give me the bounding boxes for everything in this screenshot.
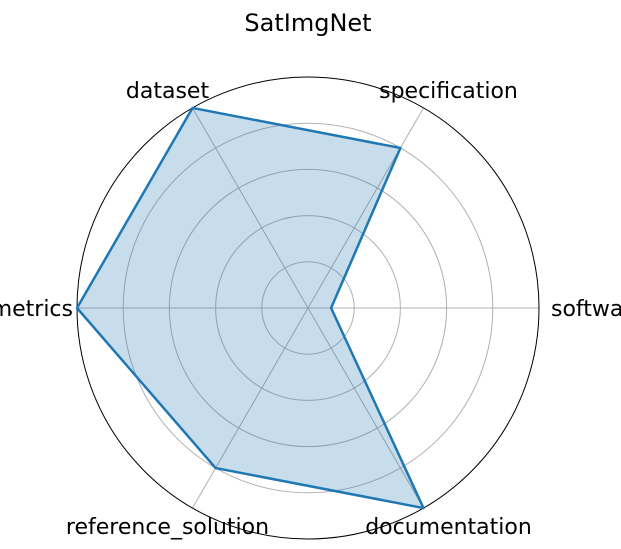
axis-label-dataset: dataset: [126, 79, 210, 104]
grid-spoke: [192, 307, 309, 509]
axis-label-metrics: metrics: [0, 297, 73, 322]
axis-label-software: software: [551, 297, 621, 322]
series-layer: [75, 106, 425, 510]
grid-spoke: [307, 107, 424, 309]
axis-label-documentation: documentation: [365, 515, 532, 540]
grid-layer: [76, 76, 540, 540]
axis-label-reference-solution: reference_solution: [66, 515, 269, 540]
grid-spoke: [192, 107, 309, 309]
chart-title: SatImgNet: [244, 9, 371, 37]
axis-label-specification: specification: [379, 79, 518, 104]
grid-spoke: [307, 307, 424, 509]
series-line: [75, 106, 425, 510]
axis-label-layer: software specification dataset metrics refer…: [0, 79, 621, 540]
